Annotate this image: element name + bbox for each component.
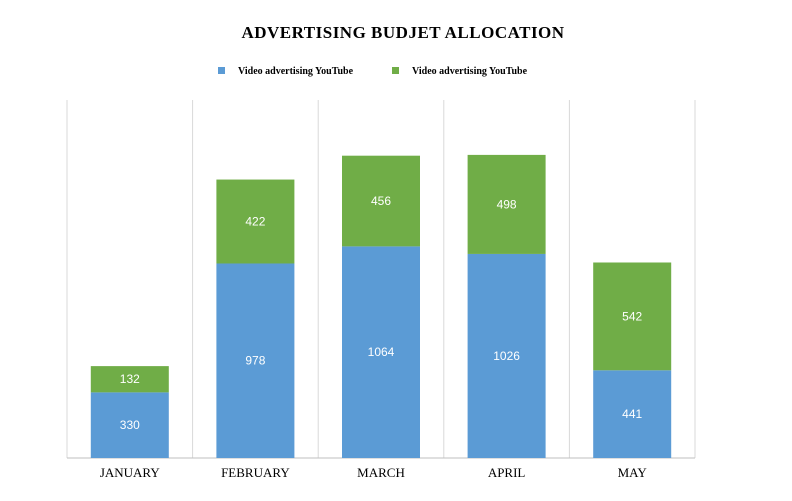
data-label: 441 [622,407,642,421]
data-label: 422 [245,215,265,229]
x-tick-label: APRIL [488,465,526,480]
bar-series-1-may [593,370,672,458]
chart-title: ADVERTISING BUDJET ALLOCATION [241,23,564,42]
bar-series-2-april [467,154,546,254]
plot-area: 330 132 JANUARY 978 422 FEBRUARY 1064 456 MARCH 1… [66,100,696,480]
legend-label: Video advertising YouTube [238,66,354,77]
bar-series-2-january [90,366,169,393]
bar-series-1-march [342,246,420,458]
legend-swatch [218,67,225,74]
data-label: 330 [120,418,140,432]
bar-series-2-february [216,179,295,264]
x-tick-label: MARCH [357,465,405,480]
legend: Video advertising YouTube Video advertisi… [218,66,528,77]
x-tick-label: FEBRUARY [221,465,290,480]
data-label: 1026 [493,349,520,363]
data-label: 456 [371,194,391,208]
data-label: 498 [497,197,517,211]
bar-series-2-may [593,262,672,371]
data-label: 1064 [368,345,395,359]
bar-series-1-january [90,392,169,458]
x-tick-label: JANUARY [100,465,161,480]
data-label: 542 [622,309,642,323]
bar-series-1-february [216,263,295,458]
data-label: 978 [245,354,265,368]
x-tick-label: MAY [618,465,648,480]
bar-series-2-march [342,155,420,247]
bar-series-1-april [467,253,546,458]
legend-swatch [392,67,399,74]
legend-label: Video advertising YouTube [412,66,528,77]
data-label: 132 [120,372,140,386]
